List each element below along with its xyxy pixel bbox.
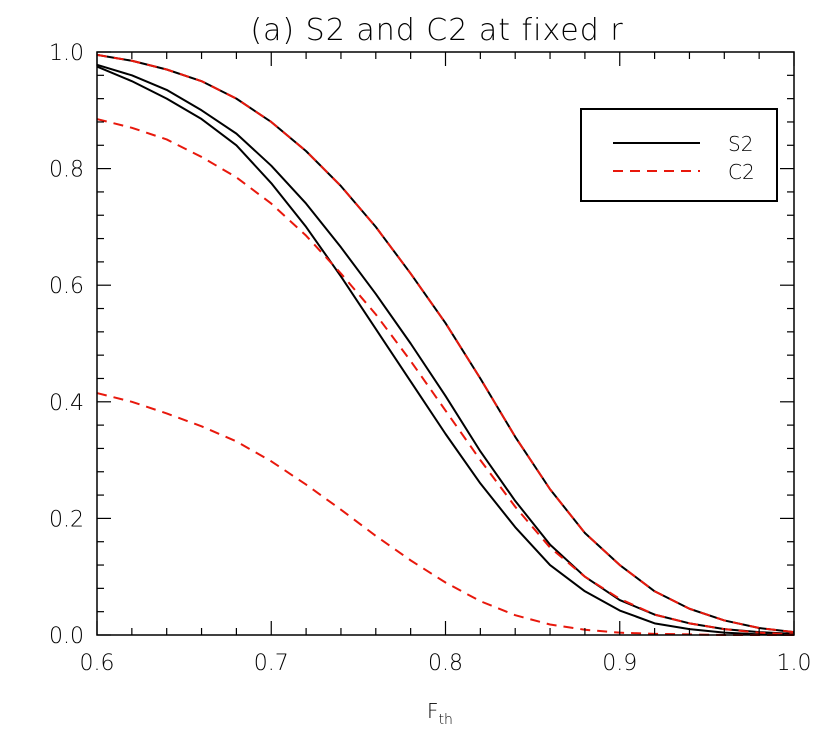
series-line-c2-5 <box>96 118 795 636</box>
tick-labels-layer: 0.6 0.7 0.8 0.9 1.0 0.0 0.2 0.4 0.6 0.8 1.0 <box>49 41 812 676</box>
chart-title: (a) S2 and C2 at fixed r <box>250 13 623 48</box>
x-axis-label: Fth <box>427 699 453 728</box>
y-tick-label: 0.6 <box>49 274 84 299</box>
y-tick-label: 0.0 <box>49 624 84 649</box>
ticks-layer <box>96 51 795 636</box>
y-tick-label: 1.0 <box>49 41 84 66</box>
legend-label-s2: S2 <box>728 132 753 156</box>
legend-box <box>580 108 778 202</box>
y-tick-label: 0.8 <box>49 158 84 183</box>
series-line-s2-3 <box>96 65 795 636</box>
series-layer <box>96 53 795 636</box>
x-axis-label-subscript: th <box>439 712 453 728</box>
x-tick-label: 0.6 <box>80 651 115 676</box>
x-tick-label: 1.0 <box>777 651 812 676</box>
x-tick-label: 0.7 <box>254 651 289 676</box>
legend: S2 C2 <box>580 108 778 202</box>
series-line-c2-4 <box>96 53 795 634</box>
y-tick-label: 0.4 <box>49 391 84 416</box>
x-axis-label-main: F <box>427 699 439 723</box>
series-line-c2-6 <box>96 392 794 636</box>
x-tick-label: 0.9 <box>602 651 637 676</box>
y-tick-label: 0.2 <box>49 507 84 532</box>
legend-label-c2: C2 <box>728 160 755 184</box>
x-tick-label: 0.8 <box>428 651 463 676</box>
